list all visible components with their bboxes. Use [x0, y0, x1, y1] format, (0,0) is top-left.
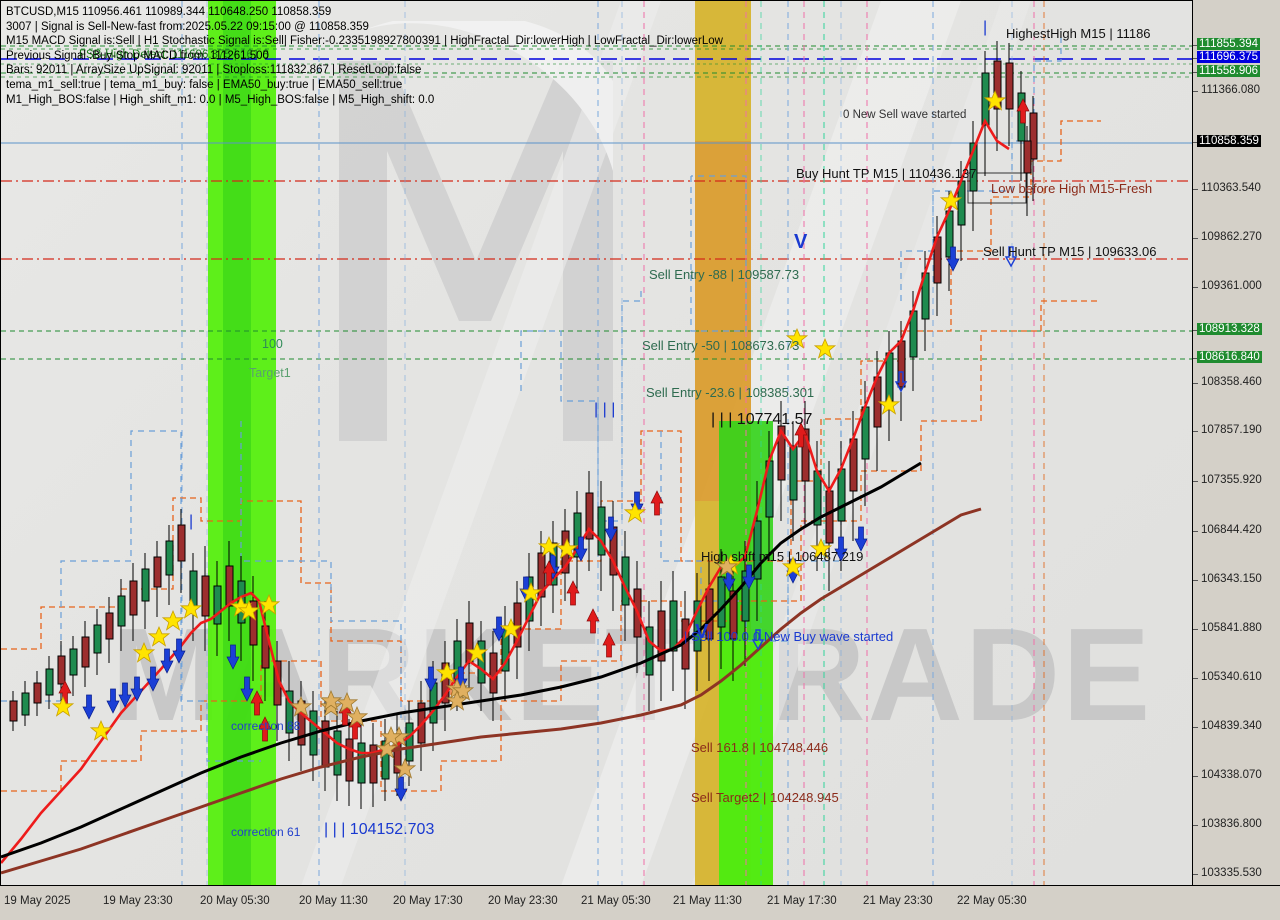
price-tick — [1193, 58, 1198, 59]
time-label: 21 May 11:30 — [673, 895, 742, 907]
price-label: 103836.800 — [1201, 818, 1262, 830]
price-tick — [1193, 431, 1198, 432]
price-label: 111366.080 — [1201, 84, 1261, 96]
price-label-badge: 111696.375 — [1197, 51, 1261, 63]
chart-header-info: BTCUSD,M15 110956.461 110989.344 110648.… — [6, 5, 723, 107]
header-line-3: M15 MACD Signal is:Sell | H1 Stochastic … — [6, 35, 723, 48]
price-tick — [1193, 189, 1198, 190]
price-tick — [1193, 238, 1198, 239]
price-label: 106844.420 — [1201, 524, 1262, 536]
price-label-badge: 111558.906 — [1197, 65, 1261, 77]
price-label: 109862.270 — [1201, 231, 1262, 243]
price-tick — [1193, 287, 1198, 288]
time-label: 19 May 2025 — [4, 895, 71, 907]
price-tick — [1193, 358, 1198, 359]
price-tick — [1193, 142, 1198, 143]
header-line-1: BTCUSD,M15 110956.461 110989.344 110648.… — [6, 6, 332, 18]
time-label: 21 May 17:30 — [767, 895, 837, 907]
price-label: 107857.190 — [1201, 424, 1262, 436]
annotation-level-107741: | | | 107741.57 — [711, 411, 813, 428]
price-label: 108358.460 — [1201, 376, 1262, 388]
annotation-high-shift-m15: High shift m15 | 106487.219 — [701, 549, 864, 564]
annotation-new-sell-wave: 0 New Sell wave started — [843, 109, 967, 121]
price-axis[interactable]: 111855.394 111696.375 111558.906 111366.080… — [1192, 0, 1280, 885]
header-line-6: tema_m1_sell:true | tema_m1_buy: false |… — [6, 78, 403, 91]
header-line-2: 3007 | Signal is Sell-New-fast from:2025… — [6, 20, 369, 33]
annotation-sell-entry-50: Sell Entry -50 | 108673.673 — [642, 338, 800, 353]
price-tick — [1193, 580, 1198, 581]
fsb-high-detect-label: FSB-High Detect: 111696.375 | 161.8 — [79, 49, 269, 61]
price-label-badge: 108913.328 — [1197, 323, 1262, 335]
time-axis[interactable]: 19 May 2025 19 May 23:30 20 May 05:30 20 Ma… — [0, 885, 1280, 920]
time-label: 20 May 17:30 — [393, 895, 463, 907]
ema50-line — [1, 461, 922, 859]
annotation-highest-high: HighestHigh M15 | 11186 — [1006, 26, 1151, 41]
indicator-bands — [1, 31, 1101, 792]
price-tick — [1193, 481, 1198, 482]
price-tick — [1193, 727, 1198, 728]
time-label: 20 May 23:30 — [488, 895, 558, 907]
price-label: 106343.150 — [1201, 573, 1262, 585]
price-tick — [1193, 874, 1198, 875]
marker-v-lower: V — [695, 621, 709, 643]
price-tick — [1193, 825, 1198, 826]
time-label: 20 May 11:30 — [299, 895, 368, 907]
annotation-sell-100: | Sell 100.0 — [684, 629, 749, 644]
marker-bar-blue-top: | — [983, 19, 988, 36]
time-label: 21 May 05:30 — [581, 895, 651, 907]
price-tick — [1193, 72, 1198, 73]
price-label: 104338.070 — [1201, 769, 1262, 781]
ema-slow-line — [1, 507, 982, 875]
time-label: 21 May 23:30 — [863, 895, 933, 907]
price-label-badge: 108616.840 — [1197, 351, 1262, 363]
price-tick — [1193, 330, 1198, 331]
annotation-level-100: 100 — [262, 337, 283, 351]
signal-markers — [52, 90, 1030, 802]
time-label: 22 May 05:30 — [957, 895, 1027, 907]
price-label: 110363.540 — [1201, 182, 1261, 194]
annotation-sell-1618: Sell 161.8 | 104748.446 — [691, 740, 829, 755]
price-tick — [1193, 91, 1198, 92]
price-tick — [1193, 678, 1198, 679]
price-label-badge: 110858.359 — [1197, 135, 1261, 147]
price-label: 103335.530 — [1201, 867, 1262, 879]
time-label: 19 May 23:30 — [103, 895, 173, 907]
marker-bar-blue-left: | — [189, 513, 194, 530]
annotation-level-104152: | | | 104152.703 — [324, 821, 435, 838]
annotation-sell-entry-88: Sell Entry -88 | 109587.73 — [649, 267, 800, 282]
price-tick — [1193, 531, 1198, 532]
price-tick — [1193, 383, 1198, 384]
tema-line — [1, 118, 1010, 864]
annotation-sell-target2: Sell Target2 | 104248.945 — [691, 790, 839, 805]
price-tick — [1193, 629, 1198, 630]
header-line-4: Previous Signal :Buy-Stop-MACD from: 111… — [6, 49, 269, 62]
chart-canvas[interactable]: MARKETTRADE — [0, 0, 1192, 885]
annotation-sell-entry-236: Sell Entry -23.6 | 108385.301 — [646, 385, 815, 400]
price-label: 109361.000 — [1201, 280, 1262, 292]
annotation-correction-61: correction 61 — [231, 825, 301, 839]
annotation-low-before-high: Low before High M15-Fresh — [991, 181, 1153, 196]
marker-v-upper: V — [794, 231, 808, 253]
price-label-badge: 111855.394 — [1197, 38, 1261, 50]
price-label: 105841.880 — [1201, 622, 1262, 634]
annotation-buy-hunt-tp: Buy Hunt TP M15 | 110436.137 — [796, 166, 977, 181]
annotation-correction-88: correction 88 — [231, 719, 301, 733]
header-line-7: M1_High_BOS:false | High_shift_m1: 0.0 |… — [6, 93, 435, 106]
price-tick — [1193, 45, 1198, 46]
price-label: 104839.340 — [1201, 720, 1262, 732]
marker-bars-blue-1: | | | — [594, 401, 616, 418]
time-label: 20 May 05:30 — [200, 895, 270, 907]
annotation-target1: Target1 — [249, 366, 291, 380]
price-label: 107355.920 — [1201, 474, 1262, 486]
price-label: 105340.610 — [1201, 671, 1262, 683]
session-band-green-1-inner — [223, 1, 251, 885]
level-lines — [1, 45, 1192, 360]
price-tick — [1193, 776, 1198, 777]
header-line-5: Bars: 92011 | ArraySize UpSignal: 92011 … — [6, 64, 422, 77]
moving-averages — [1, 118, 1010, 875]
annotation-sell-hunt-tp: Sell Hunt TP M15 | 109633.06 — [983, 244, 1157, 259]
annotation-new-buy-wave: 0 New Buy wave started — [753, 629, 894, 644]
